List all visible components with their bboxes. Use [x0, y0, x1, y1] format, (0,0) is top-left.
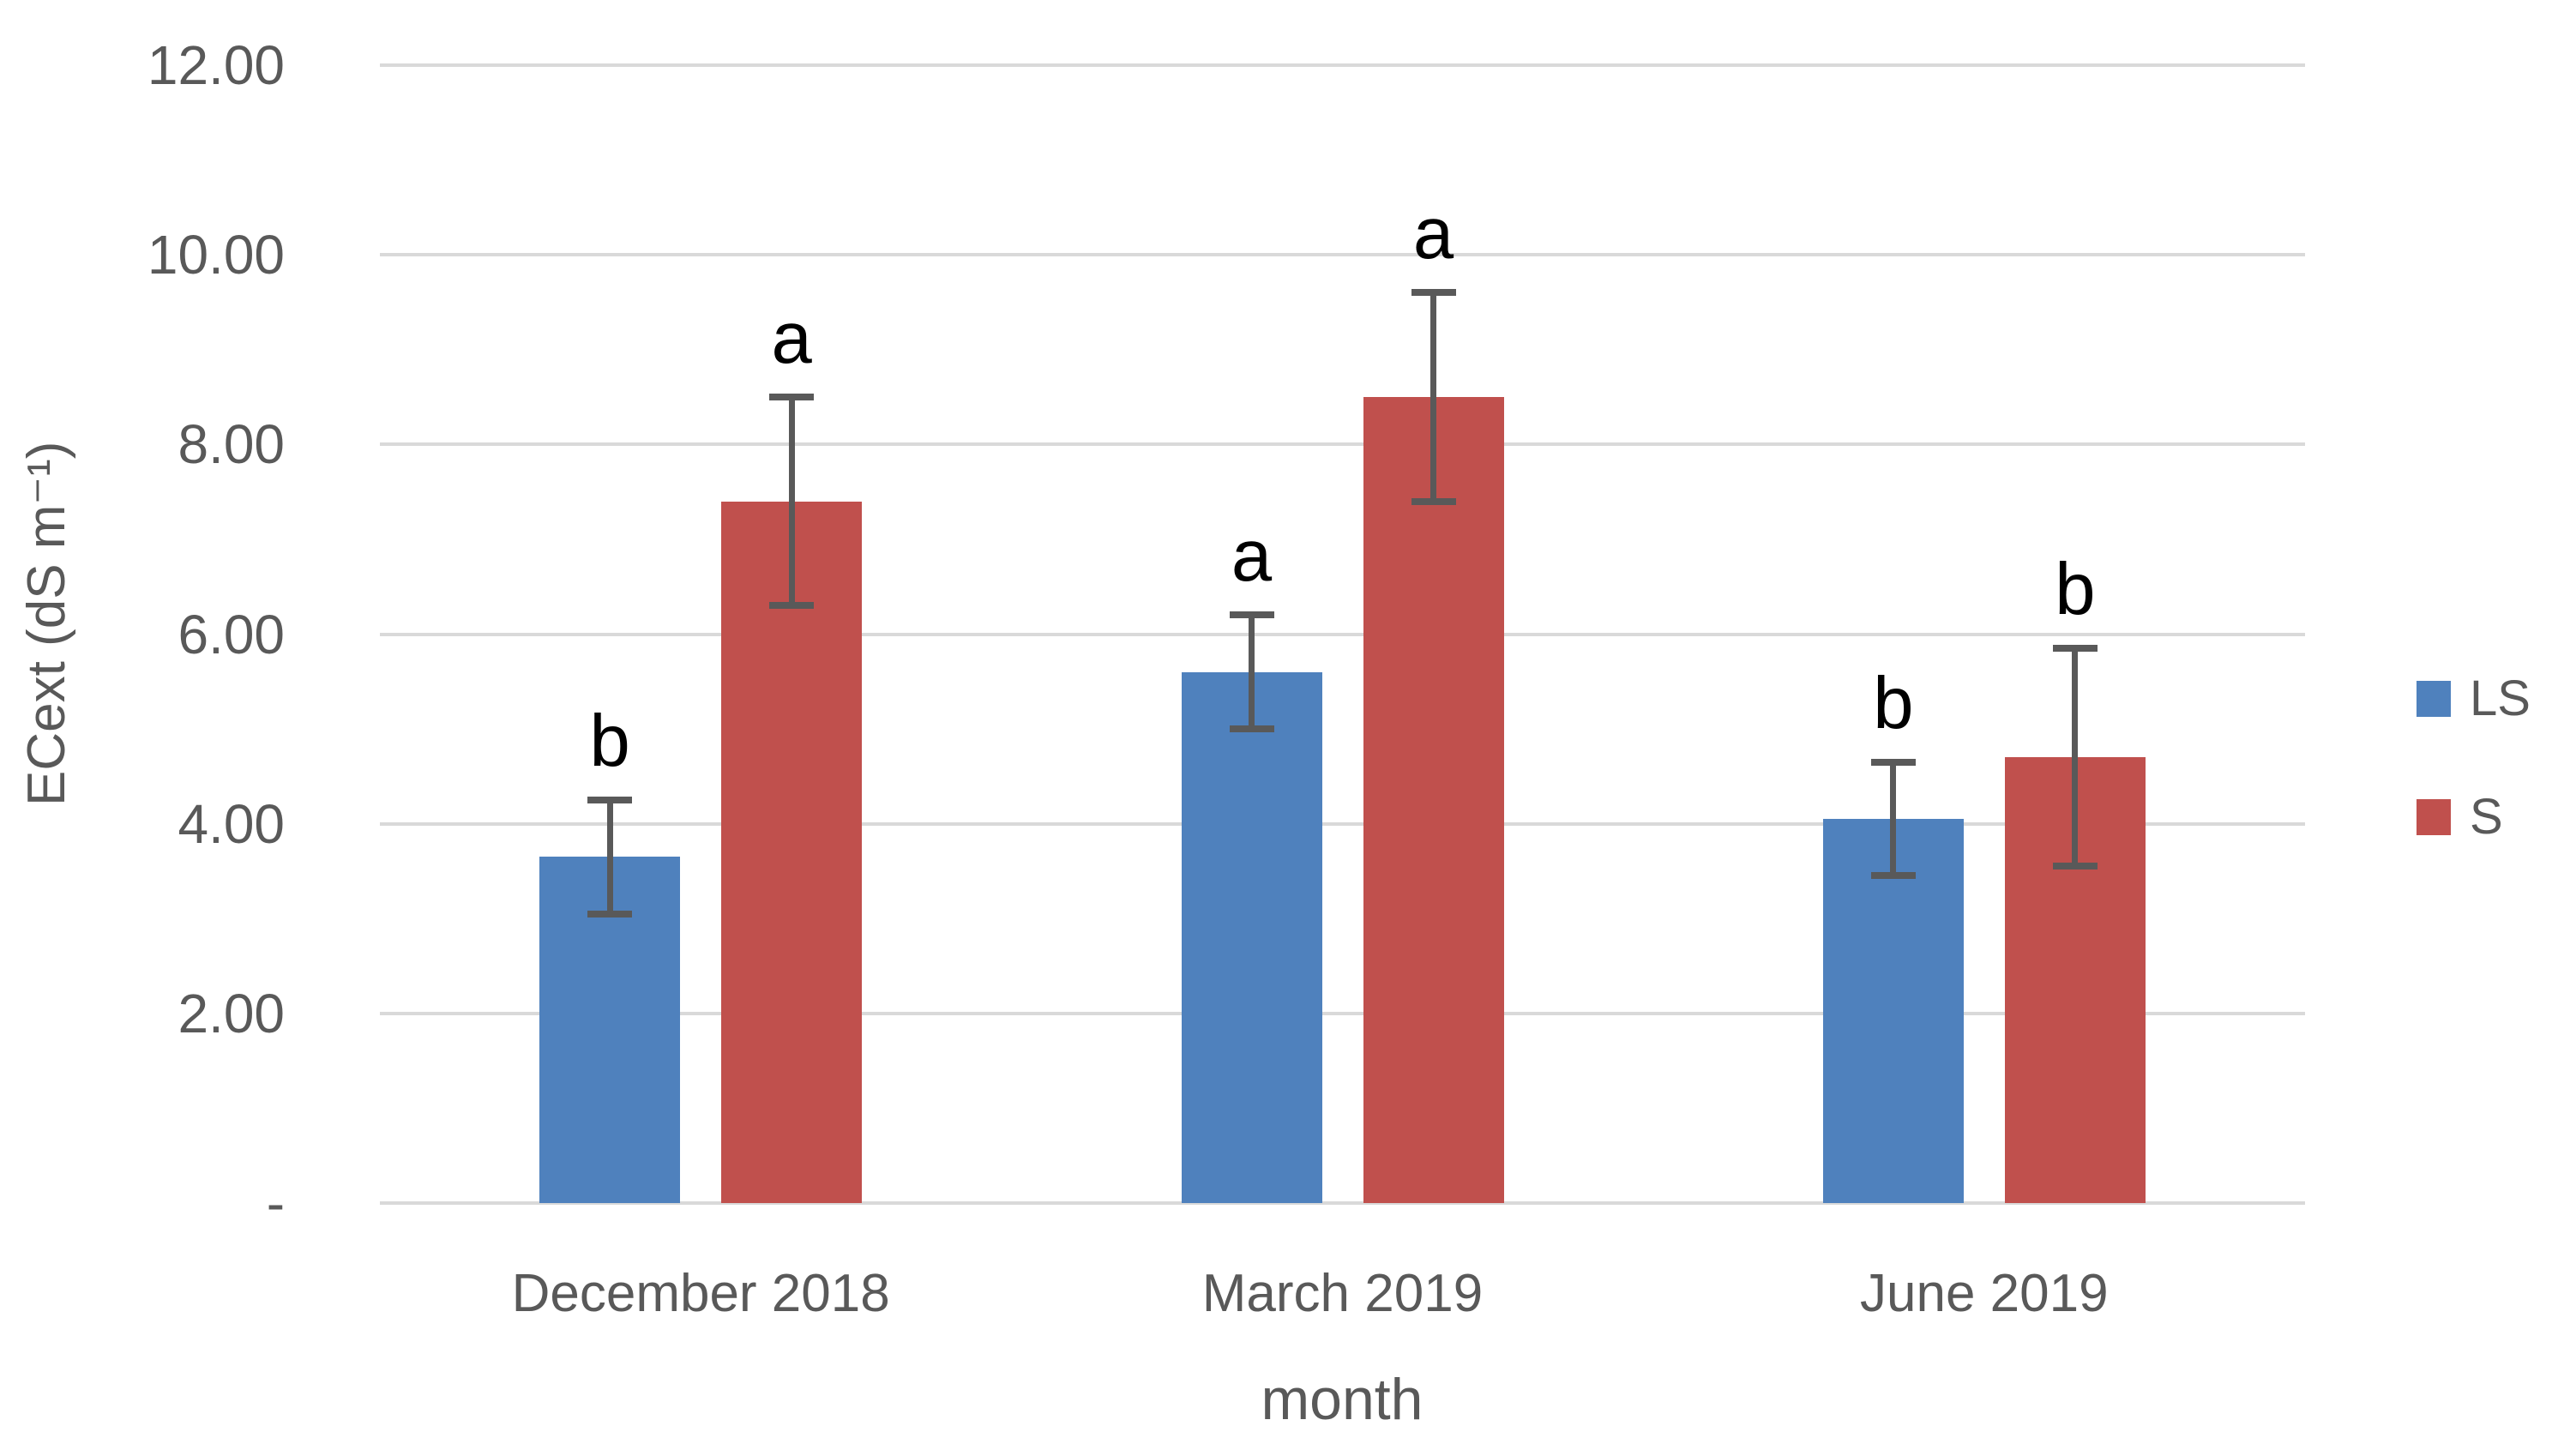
- error-bar: [2072, 648, 2079, 867]
- y-tick-label[interactable]: 8.00: [178, 413, 285, 476]
- significance-letter: b: [1873, 662, 1914, 744]
- error-bar-cap: [587, 797, 633, 804]
- error-bar-cap: [1411, 289, 1456, 297]
- error-bar-cap: [1870, 872, 1916, 880]
- bar-ls-2[interactable]: [1822, 819, 1964, 1203]
- error-bar-cap: [2052, 645, 2098, 653]
- gridline: [380, 253, 2305, 257]
- legend-swatch-ls: [2417, 681, 2451, 717]
- y-tick-label[interactable]: -: [266, 1172, 285, 1234]
- gridline: [380, 1201, 2305, 1205]
- gridline: [380, 1011, 2305, 1015]
- error-bar: [1430, 292, 1436, 502]
- error-bar-cap: [2052, 863, 2098, 870]
- error-bar: [1890, 761, 1897, 876]
- legend-item-ls[interactable]: LS: [2417, 673, 2531, 725]
- error-bar-cap: [1229, 611, 1274, 619]
- y-tick-label[interactable]: 10.00: [147, 224, 285, 286]
- y-tick-label[interactable]: 2.00: [178, 982, 285, 1044]
- x-category-label[interactable]: June 2019: [1860, 1264, 2109, 1323]
- error-bar: [1249, 615, 1255, 730]
- legend-swatch-s: [2417, 799, 2451, 835]
- significance-letter: a: [1412, 193, 1454, 275]
- significance-letter: a: [771, 298, 812, 380]
- significance-letter: a: [1231, 515, 1273, 598]
- y-tick-label[interactable]: 6.00: [178, 603, 285, 665]
- y-tick-label[interactable]: 12.00: [147, 34, 285, 96]
- significance-letter: b: [2055, 549, 2096, 631]
- legend-item-s[interactable]: S: [2417, 791, 2503, 843]
- error-bar-cap: [587, 910, 633, 918]
- x-axis-title[interactable]: month: [1261, 1367, 1423, 1432]
- significance-letter: b: [589, 701, 630, 783]
- error-bar-cap: [769, 394, 815, 401]
- x-category-label[interactable]: December 2018: [511, 1264, 890, 1323]
- error-bar-cap: [769, 602, 815, 610]
- error-bar: [788, 397, 795, 606]
- bar-s-0[interactable]: [721, 501, 863, 1203]
- legend-label: LS: [2470, 671, 2531, 726]
- gridline: [380, 821, 2305, 826]
- bar-s-1[interactable]: [1363, 397, 1504, 1203]
- error-bar-cap: [1870, 758, 1916, 766]
- legend-label: S: [2470, 789, 2503, 845]
- error-bar-cap: [1411, 497, 1456, 505]
- x-category-label[interactable]: March 2019: [1201, 1264, 1484, 1323]
- bar-ls-1[interactable]: [1181, 671, 1322, 1203]
- gridline: [380, 632, 2305, 636]
- gridline: [380, 442, 2305, 447]
- gridline: [380, 63, 2305, 67]
- error-bar-cap: [1229, 725, 1274, 733]
- plot-area: b a b a a b: [380, 63, 2305, 1205]
- error-bar: [606, 800, 613, 914]
- y-tick-label[interactable]: 4.00: [178, 792, 285, 855]
